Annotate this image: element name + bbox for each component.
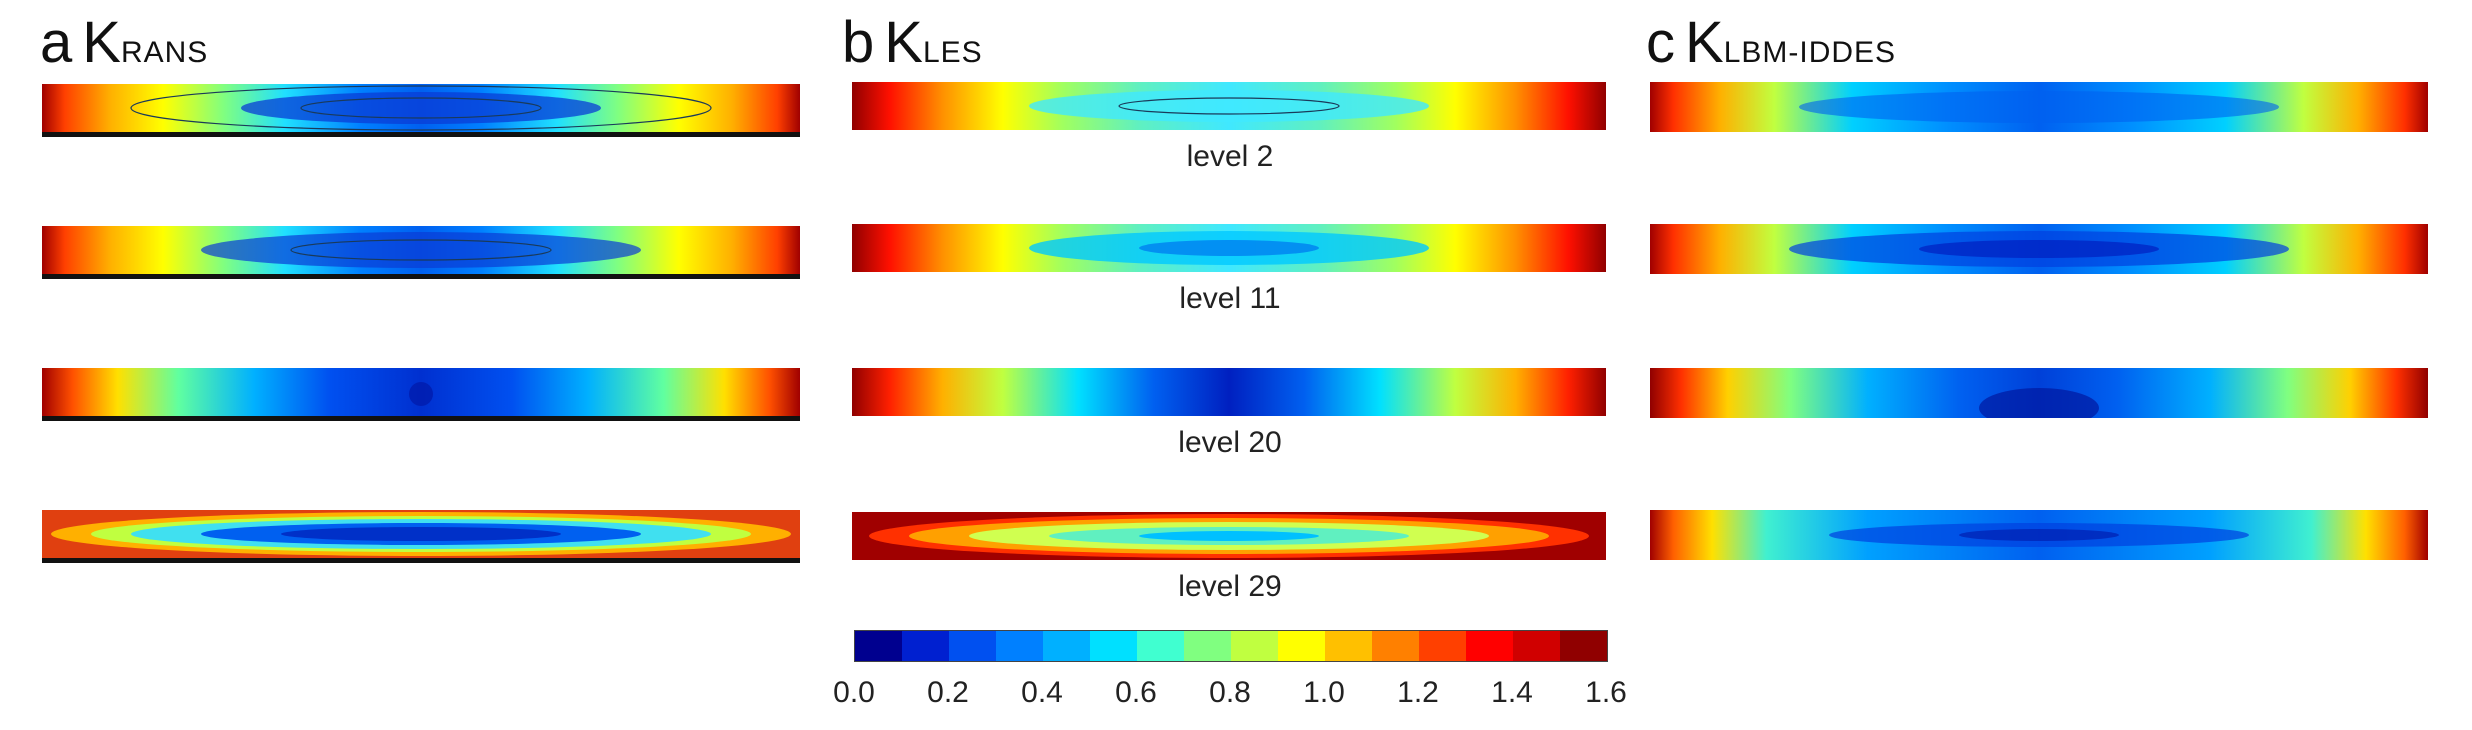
panel-symbol: K <box>82 10 121 75</box>
panel-subscript: LES <box>922 36 983 69</box>
rans-contour-level-20 <box>42 368 800 421</box>
panel-subscript: RANS <box>120 36 209 69</box>
level-label: level 20 <box>1178 426 1282 459</box>
lbm-iddes-contour-level-11 <box>1650 224 2428 274</box>
lbm-iddes-contour-level-20 <box>1650 368 2428 418</box>
panel-letter: b <box>842 10 875 75</box>
les-contour-level-20 <box>852 368 1606 416</box>
colorbar-swatch <box>1513 631 1560 661</box>
colorbar-tick-label: 0.4 <box>1021 676 1063 709</box>
colorbar-swatch <box>1231 631 1278 661</box>
colorbar-swatch <box>949 631 996 661</box>
colorbar-tick-label: 1.2 <box>1397 676 1439 709</box>
panel-a-title: a KRANS <box>40 14 208 72</box>
colorbar-swatch <box>902 631 949 661</box>
rans-contour-level-29 <box>42 510 800 563</box>
level-label: level 2 <box>1186 140 1274 173</box>
panel-b-title: b KLES <box>842 14 983 72</box>
lbm-iddes-contour-level-29 <box>1650 510 2428 560</box>
colorbar-swatch <box>1090 631 1137 661</box>
rans-contour-level-2 <box>42 84 800 137</box>
colorbar-tick-label: 1.4 <box>1491 676 1533 709</box>
les-contour-level-29 <box>852 512 1606 560</box>
panel-symbol: K <box>1685 10 1724 75</box>
colorbar-swatch <box>1043 631 1090 661</box>
colorbar-swatch <box>1184 631 1231 661</box>
colorbar-tick-label: 0.2 <box>927 676 969 709</box>
colorbar-tick-label: 1.6 <box>1585 676 1627 709</box>
rans-contour-level-11 <box>42 226 800 279</box>
colorbar-swatch <box>1137 631 1184 661</box>
lbm-iddes-contour-level-2 <box>1650 82 2428 132</box>
colorbar-tick-label: 0.0 <box>833 676 875 709</box>
colorbar-swatch <box>1560 631 1607 661</box>
colorbar-tick-label: 0.8 <box>1209 676 1251 709</box>
colorbar-swatch <box>855 631 902 661</box>
colorbar-tick-label: 1.0 <box>1303 676 1345 709</box>
colorbar <box>854 630 1608 662</box>
colorbar-swatch <box>996 631 1043 661</box>
panel-letter: c <box>1646 10 1675 75</box>
panel-subscript: LBM-IDDES <box>1723 36 1897 69</box>
colorbar-swatch <box>1372 631 1419 661</box>
level-label: level 11 <box>1179 282 1281 315</box>
les-contour-level-11 <box>852 224 1606 272</box>
panel-c-title: c KLBM-IDDES <box>1646 14 1896 72</box>
colorbar-swatch <box>1466 631 1513 661</box>
colorbar-swatch <box>1419 631 1466 661</box>
colorbar-tick-label: 0.6 <box>1115 676 1157 709</box>
les-contour-level-2 <box>852 82 1606 130</box>
colorbar-swatch <box>1278 631 1325 661</box>
panel-letter: a <box>40 10 73 75</box>
level-label: level 29 <box>1178 570 1282 603</box>
panel-symbol: K <box>884 10 923 75</box>
colorbar-swatch <box>1325 631 1372 661</box>
